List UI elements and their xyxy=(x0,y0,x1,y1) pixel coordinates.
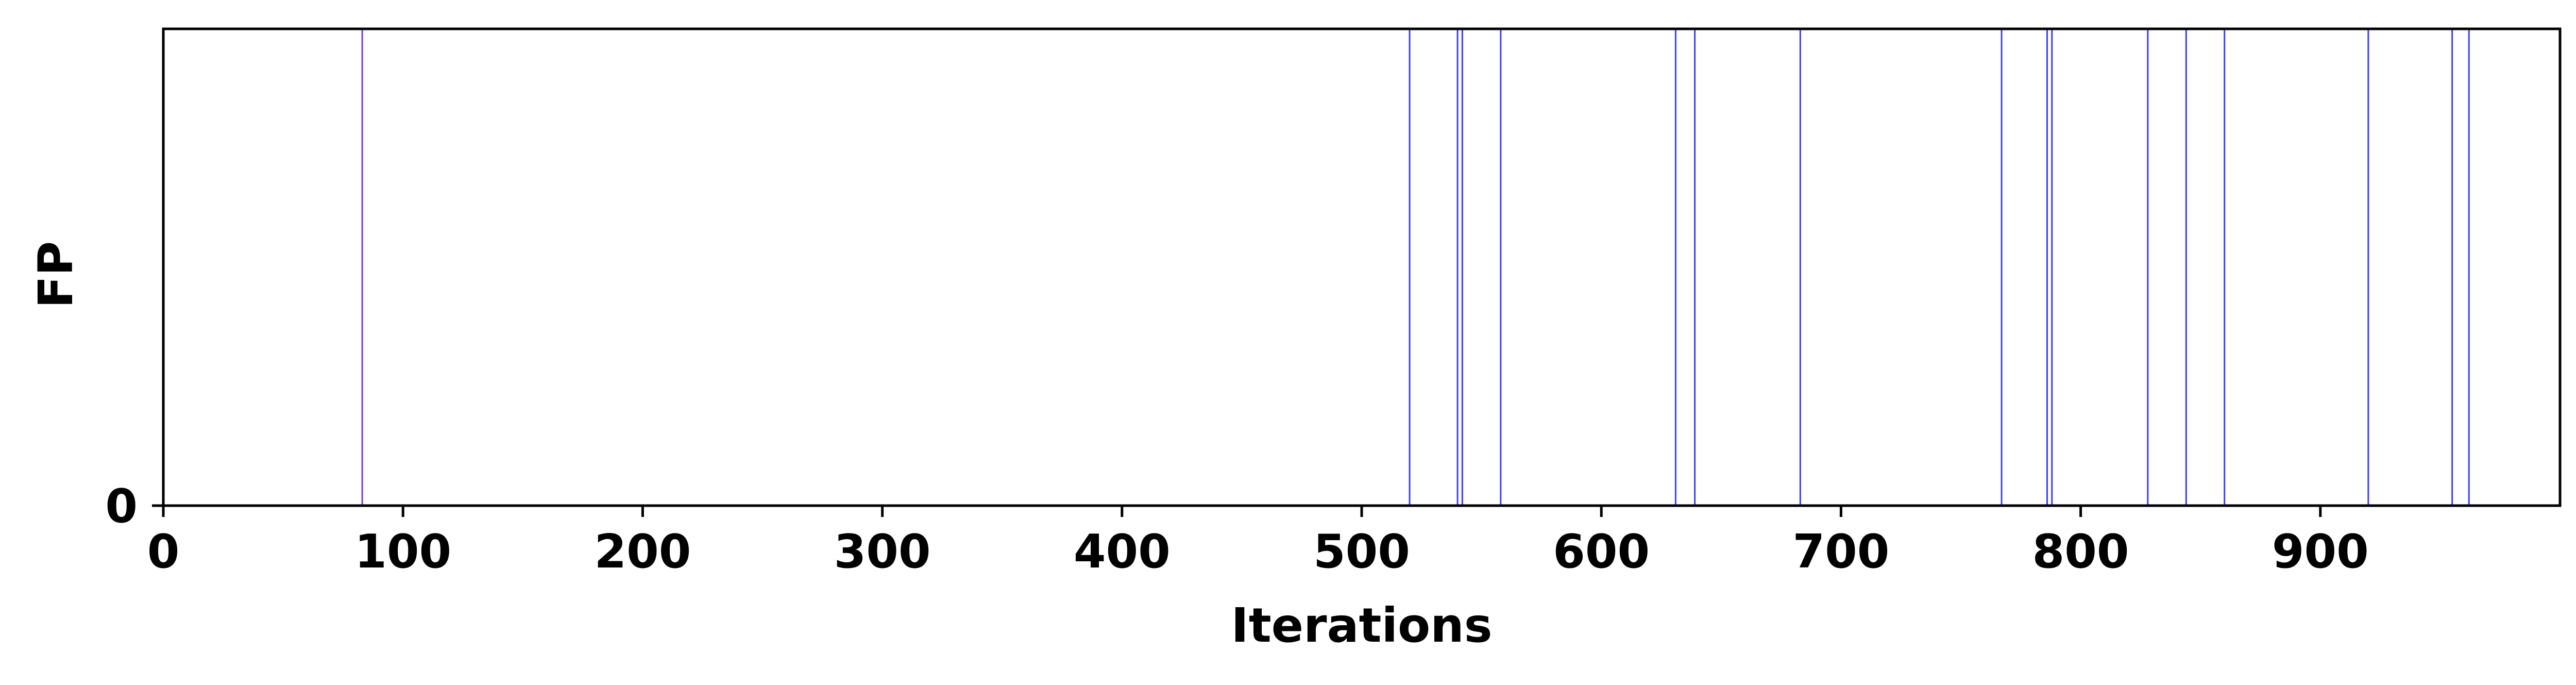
x-tick-label: 800 xyxy=(2032,525,2129,579)
x-tick-label: 200 xyxy=(594,525,691,579)
event-lines xyxy=(361,29,2470,506)
x-tick-label: 100 xyxy=(354,525,451,579)
y-axis: 0 xyxy=(105,479,163,533)
x-axis: 0 100 200 300 400 500 600 700 800 900 xyxy=(147,506,2369,579)
x-tick-label: 700 xyxy=(1792,525,1889,579)
x-axis-label: Iterations xyxy=(1231,598,1492,653)
x-tick-label: 300 xyxy=(834,525,931,579)
x-tick-label: 0 xyxy=(147,525,180,579)
y-axis-label: FP xyxy=(28,241,83,308)
y-tick-label: 0 xyxy=(105,479,138,533)
x-tick-label: 900 xyxy=(2272,525,2369,579)
x-tick-label: 400 xyxy=(1074,525,1171,579)
x-tick-label: 600 xyxy=(1553,525,1650,579)
x-tick-label: 500 xyxy=(1313,525,1410,579)
